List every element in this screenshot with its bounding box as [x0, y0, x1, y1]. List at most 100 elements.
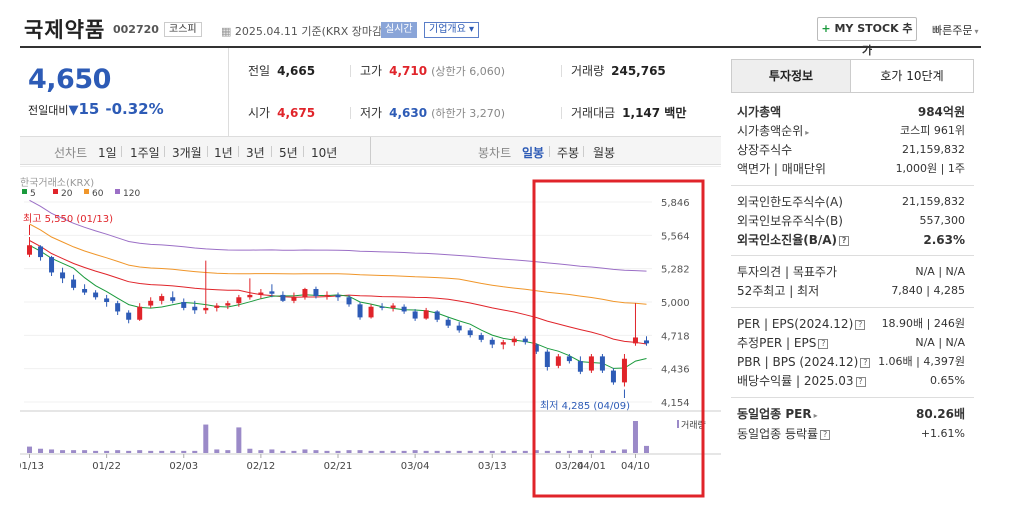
- volume-bar: [170, 450, 176, 453]
- tab-line-chart[interactable]: 선차트: [54, 146, 88, 160]
- row-est-per: 추정PER | EPS? N/A | N/A: [737, 336, 965, 350]
- tab-1y[interactable]: 1년: [214, 146, 233, 160]
- volume-bar: [599, 450, 605, 453]
- candle: [269, 291, 275, 294]
- tab-3y[interactable]: 3년: [246, 146, 265, 160]
- candle: [49, 257, 55, 273]
- candle: [555, 356, 561, 366]
- date-info: ▦ 2025.04.11 기준(KRX 장마감): [221, 23, 386, 39]
- header-divider: [20, 46, 981, 48]
- legend-swatch: [84, 189, 89, 194]
- ma-line-60: [29, 223, 647, 305]
- volume-bar: [302, 449, 308, 453]
- tab-monthly[interactable]: 월봉: [593, 146, 616, 160]
- row-sector-per[interactable]: 동일업종 PER ▸ 80.26배: [737, 407, 965, 421]
- volume-legend-swatch: [677, 420, 679, 428]
- volume-bar: [324, 450, 330, 453]
- stat-low: 저가 4,630 (하한가 3,270): [360, 106, 505, 120]
- y-tick-label: 4,154: [661, 398, 690, 409]
- divider: [271, 146, 272, 157]
- volume-bar: [643, 445, 649, 453]
- x-tick-label: 02/21: [324, 461, 353, 472]
- volume-bar: [313, 450, 319, 453]
- volume-bar: [577, 450, 583, 453]
- tab-investment-info[interactable]: 투자정보: [731, 59, 851, 93]
- volume-bar: [610, 450, 616, 453]
- volume-bar: [511, 450, 517, 453]
- volume-bar: [104, 450, 110, 453]
- volume-bar: [423, 450, 429, 453]
- tab-1d[interactable]: 1일: [98, 146, 117, 160]
- candle: [192, 306, 198, 311]
- volume-bar: [522, 450, 528, 453]
- volume-bar: [38, 448, 44, 453]
- tab-3m[interactable]: 3개월: [172, 146, 202, 160]
- chart-period-tabs: 선차트 1일 1주일 3개월 1년 3년 5년 10년 봉차트 일봉 주봉 월봉: [20, 136, 721, 165]
- candle: [456, 325, 462, 331]
- candle: [445, 319, 451, 326]
- volume-bar: [115, 450, 121, 453]
- volume-bar: [181, 450, 187, 453]
- divider: [370, 137, 371, 164]
- row-par: 액면가 | 매매단위 1,000원 | 1주: [737, 162, 965, 176]
- quick-order-label: 빠른주문: [932, 24, 973, 37]
- chart-svg: 한국거래소(KRX)5 20 60 120 5,846 5,564 5,282 5,000 4,…: [15, 165, 721, 498]
- tab-10y[interactable]: 10년: [311, 146, 338, 160]
- help-icon[interactable]: ?: [860, 357, 871, 368]
- candle: [368, 306, 374, 318]
- volume-bar: [269, 449, 275, 453]
- divider: [561, 107, 562, 119]
- realtime-badge[interactable]: 실시간: [381, 22, 417, 38]
- divider: [350, 65, 351, 77]
- row-cap-rank[interactable]: 시가총액순위 ▸ 코스피 961위: [737, 124, 965, 138]
- volume-bar: [533, 450, 539, 453]
- tab-hoga[interactable]: 호가 10단계: [850, 59, 974, 93]
- chevron-right-icon: ▸: [805, 128, 810, 137]
- tab-weekly[interactable]: 주봉: [557, 146, 580, 160]
- change-label: 전일대비: [28, 104, 69, 117]
- x-tick-label: 01/22: [92, 461, 121, 472]
- candle: [291, 297, 297, 301]
- tab-candle-chart[interactable]: 봉차트: [478, 146, 512, 160]
- candle: [27, 245, 33, 255]
- y-tick-label: 4,718: [661, 331, 690, 342]
- help-icon[interactable]: ?: [855, 376, 866, 387]
- price-stats: 전일 4,665 고가 4,710 (상한가 6,060) 거래량 245,765 시가…: [228, 48, 721, 136]
- volume-bar: [280, 450, 286, 453]
- help-icon[interactable]: ?: [839, 235, 850, 246]
- volume-bar: [60, 450, 66, 453]
- volume-bar: [335, 450, 341, 453]
- x-tick-label: 02/12: [246, 461, 275, 472]
- x-tick-label: 03/13: [478, 461, 507, 472]
- price-chart[interactable]: 한국거래소(KRX) 5 20 60 120 5,846 5,564 5,282 5,000 4,…: [15, 165, 721, 516]
- tab-daily[interactable]: 일봉: [522, 146, 545, 160]
- legend-label: 60: [92, 189, 104, 199]
- help-icon[interactable]: ?: [818, 338, 829, 349]
- low-label: 최저 4,285 (04/09): [540, 400, 630, 412]
- tab-5y[interactable]: 5년: [279, 146, 298, 160]
- y-tick-label: 5,564: [661, 231, 690, 242]
- volume-bar: [137, 450, 143, 453]
- corp-info-dropdown[interactable]: 기업개요 ▾: [424, 22, 479, 38]
- quick-order-button[interactable]: 빠른주문 ▾: [932, 22, 979, 38]
- help-icon[interactable]: ?: [855, 319, 866, 330]
- volume-bar: [126, 450, 132, 453]
- divider: [303, 146, 304, 157]
- y-tick-label: 5,846: [661, 198, 690, 209]
- candle: [38, 246, 44, 258]
- stat-high: 고가 4,710 (상한가 6,060): [360, 64, 505, 78]
- mystock-label: MY STOCK 추가: [834, 22, 913, 57]
- investment-info-panel: 투자정보 호가 10단계 시가총액 984억원 시가총액순위 ▸ 코스피 961위 상…: [731, 59, 974, 459]
- divider: [207, 146, 208, 157]
- mystock-add-button[interactable]: + MY STOCK 추가: [817, 17, 917, 57]
- candle: [324, 294, 330, 297]
- row-sector-rate[interactable]: 동일업종 등락률? +1.61%: [737, 427, 965, 441]
- volume-bar: [368, 450, 374, 453]
- help-icon[interactable]: ?: [820, 429, 831, 440]
- candle: [137, 306, 143, 320]
- tab-1w[interactable]: 1주일: [130, 146, 160, 160]
- volume-bar: [82, 450, 88, 453]
- candle: [126, 312, 132, 320]
- divider: [731, 185, 974, 186]
- candle: [511, 338, 517, 343]
